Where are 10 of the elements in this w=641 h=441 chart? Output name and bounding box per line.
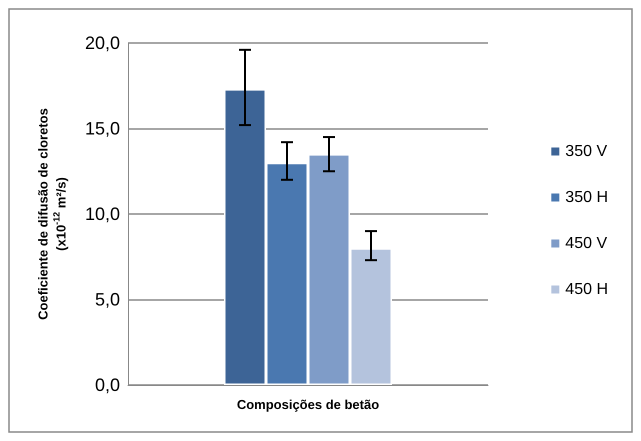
legend-label: 350 H	[565, 189, 608, 206]
y-tick-label: 5,0	[94, 290, 120, 310]
legend-label: 450 H	[565, 281, 608, 298]
legend-label: 350 V	[565, 143, 608, 160]
y-tick-label: 20,0	[84, 33, 120, 53]
x-axis-title: Composições de betão	[236, 396, 380, 412]
y-tick-label: 10,0	[84, 204, 120, 224]
y-tick-label: 0,0	[94, 375, 120, 395]
legend-label: 450 V	[565, 235, 608, 252]
y-tick-label: 15,0	[84, 118, 120, 138]
